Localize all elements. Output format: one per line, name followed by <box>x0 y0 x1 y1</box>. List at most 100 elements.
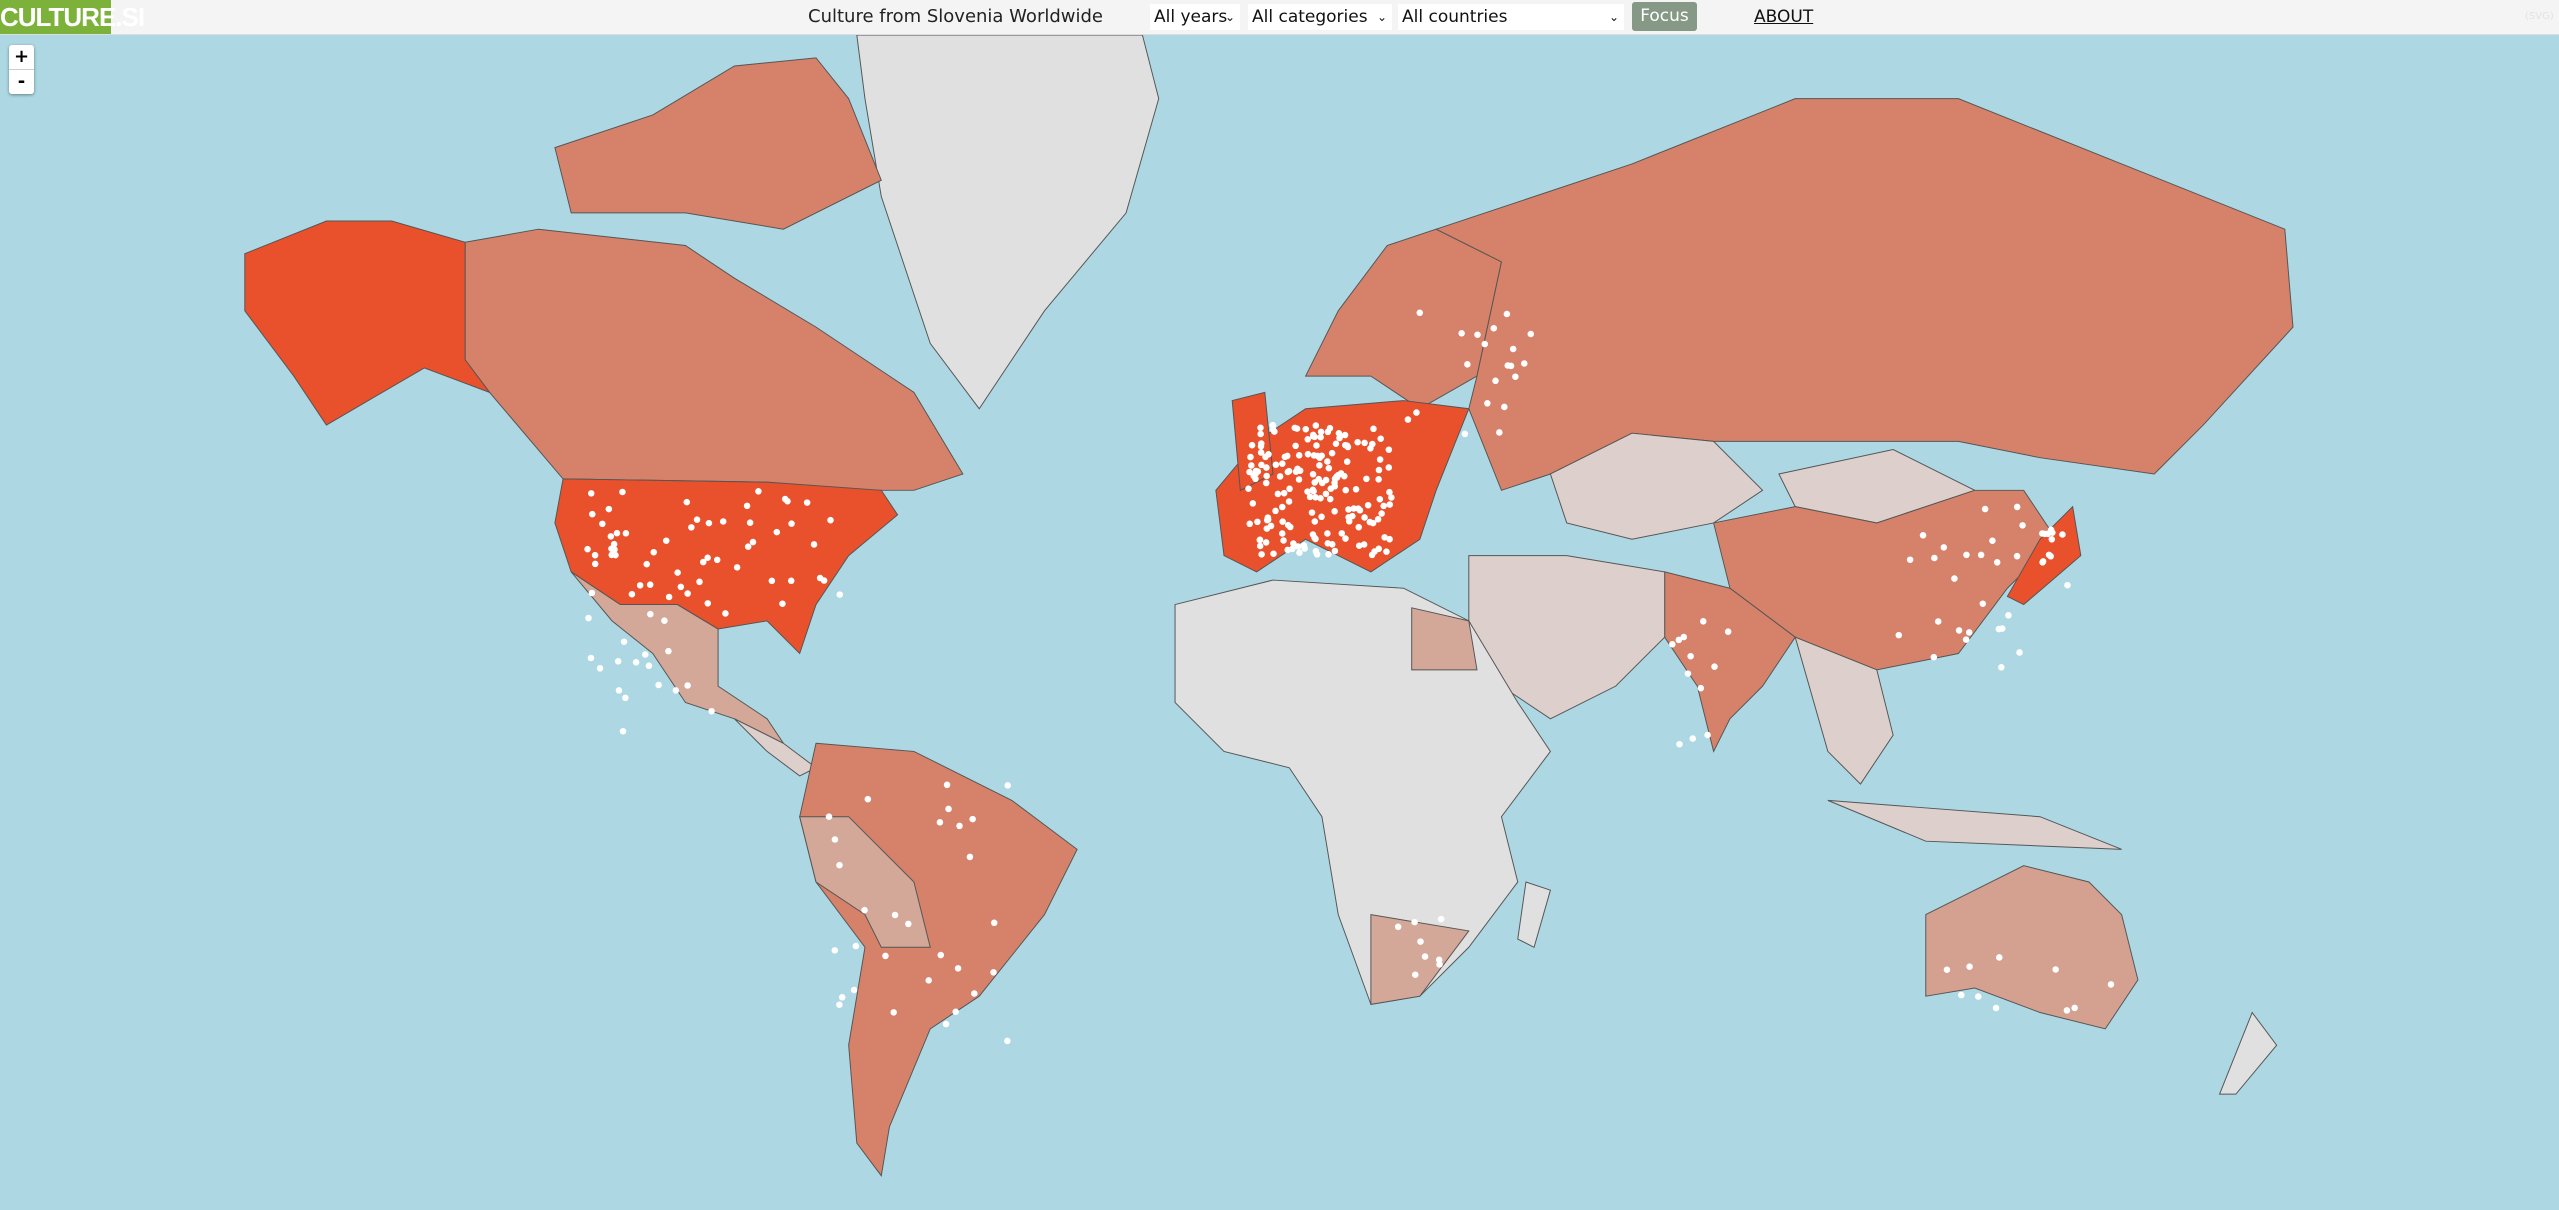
event-marker[interactable] <box>773 528 781 536</box>
event-marker[interactable] <box>746 519 754 526</box>
event-marker[interactable] <box>1263 464 1270 471</box>
event-marker[interactable] <box>942 1020 950 1028</box>
event-marker[interactable] <box>591 551 599 559</box>
event-marker[interactable] <box>827 516 834 524</box>
event-marker[interactable] <box>1276 473 1284 480</box>
event-marker[interactable] <box>1302 425 1310 433</box>
event-marker[interactable] <box>1289 545 1296 553</box>
event-marker[interactable] <box>969 815 976 823</box>
event-marker[interactable] <box>1963 551 1970 559</box>
event-marker[interactable] <box>1295 476 1303 483</box>
event-marker[interactable] <box>636 582 644 589</box>
event-marker[interactable] <box>784 497 791 505</box>
event-marker[interactable] <box>1254 518 1261 526</box>
event-marker[interactable] <box>1377 435 1384 442</box>
event-marker[interactable] <box>1263 472 1270 480</box>
event-marker[interactable] <box>620 638 628 646</box>
event-marker[interactable] <box>836 591 844 598</box>
event-marker[interactable] <box>891 911 899 919</box>
event-marker[interactable] <box>613 529 621 537</box>
event-marker[interactable] <box>2016 649 2023 656</box>
event-marker[interactable] <box>645 662 653 670</box>
event-marker[interactable] <box>1711 663 1718 670</box>
event-marker[interactable] <box>591 560 599 568</box>
event-marker[interactable] <box>622 694 629 702</box>
event-marker[interactable] <box>596 665 604 672</box>
event-marker[interactable] <box>966 853 974 861</box>
event-marker[interactable] <box>1278 503 1286 511</box>
event-marker[interactable] <box>1331 547 1339 555</box>
event-marker[interactable] <box>722 610 729 617</box>
country-mexico[interactable] <box>570 571 785 745</box>
event-marker[interactable] <box>705 519 713 527</box>
event-marker[interactable] <box>803 499 811 506</box>
event-marker[interactable] <box>1324 428 1332 436</box>
focus-button[interactable]: Focus <box>1632 2 1697 31</box>
event-marker[interactable] <box>1313 442 1320 449</box>
event-marker[interactable] <box>1354 438 1361 446</box>
event-marker[interactable] <box>1245 485 1252 492</box>
event-marker[interactable] <box>1484 400 1491 407</box>
country-egypt[interactable] <box>1411 607 1478 671</box>
event-marker[interactable] <box>1376 456 1384 463</box>
event-marker[interactable] <box>831 836 839 843</box>
event-marker[interactable] <box>2013 503 2021 511</box>
event-marker[interactable] <box>1331 483 1339 490</box>
event-marker[interactable] <box>704 600 712 607</box>
event-marker[interactable] <box>1364 501 1372 509</box>
event-marker[interactable] <box>1342 486 1349 494</box>
event-marker[interactable] <box>1318 513 1325 521</box>
event-marker[interactable] <box>1341 431 1349 439</box>
event-marker[interactable] <box>1258 461 1265 469</box>
event-marker[interactable] <box>905 920 912 928</box>
event-marker[interactable] <box>1294 543 1302 550</box>
event-marker[interactable] <box>1272 507 1279 515</box>
event-marker[interactable] <box>1322 490 1330 498</box>
event-marker[interactable] <box>719 518 727 525</box>
event-marker[interactable] <box>605 505 613 513</box>
event-marker[interactable] <box>1676 740 1683 748</box>
event-marker[interactable] <box>744 543 752 550</box>
about-link[interactable]: ABOUT <box>1754 7 1814 27</box>
event-marker[interactable] <box>677 583 685 591</box>
event-marker[interactable] <box>1481 340 1489 348</box>
event-marker[interactable] <box>1318 479 1326 487</box>
event-marker[interactable] <box>1369 519 1377 527</box>
event-marker[interactable] <box>1317 428 1325 436</box>
zoom-out-button[interactable]: - <box>17 71 26 92</box>
event-marker[interactable] <box>1503 310 1511 318</box>
event-marker[interactable] <box>1943 966 1951 973</box>
event-marker[interactable] <box>1257 449 1265 456</box>
event-marker[interactable] <box>838 994 846 1001</box>
categories-select[interactable]: All categories ⌄ <box>1248 4 1392 30</box>
event-marker[interactable] <box>1344 443 1352 451</box>
event-marker[interactable] <box>2047 553 2054 560</box>
event-marker[interactable] <box>1930 653 1938 661</box>
event-marker[interactable] <box>1252 467 1260 475</box>
event-marker[interactable] <box>587 490 595 497</box>
event-marker[interactable] <box>943 781 951 789</box>
event-marker[interactable] <box>1376 495 1384 503</box>
event-marker[interactable] <box>1977 551 1985 559</box>
event-marker[interactable] <box>1509 345 1517 353</box>
event-marker[interactable] <box>1274 490 1282 498</box>
africa[interactable] <box>1174 579 1552 1005</box>
event-marker[interactable] <box>1345 514 1352 521</box>
event-marker[interactable] <box>683 498 691 506</box>
event-marker[interactable] <box>1370 425 1377 433</box>
event-marker[interactable] <box>1263 525 1271 532</box>
event-marker[interactable] <box>587 654 595 662</box>
event-marker[interactable] <box>2013 552 2021 560</box>
event-marker[interactable] <box>836 1001 843 1009</box>
event-marker[interactable] <box>1285 467 1293 475</box>
event-marker[interactable] <box>1272 461 1280 468</box>
event-marker[interactable] <box>684 590 691 597</box>
event-marker[interactable] <box>1310 433 1317 440</box>
event-marker[interactable] <box>2047 526 2055 534</box>
event-marker[interactable] <box>1680 633 1688 641</box>
event-marker[interactable] <box>2063 1007 2071 1014</box>
event-marker[interactable] <box>1345 506 1352 513</box>
event-marker[interactable] <box>1669 641 1676 648</box>
event-marker[interactable] <box>1965 629 1973 636</box>
event-marker[interactable] <box>2064 581 2071 589</box>
